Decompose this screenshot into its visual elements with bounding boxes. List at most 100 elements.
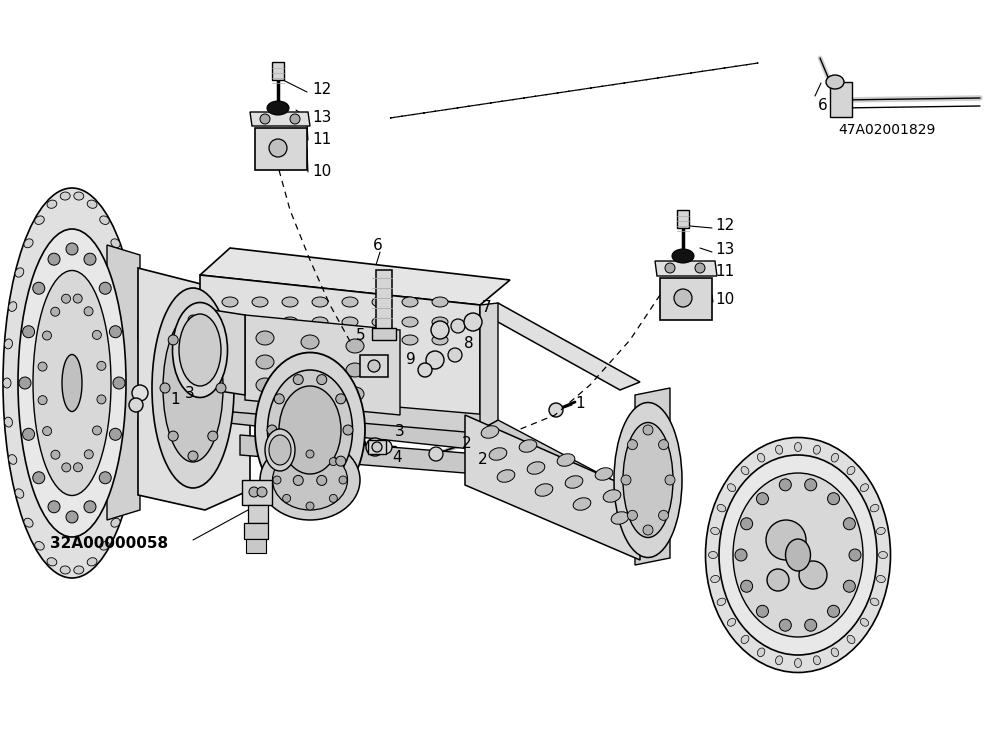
Ellipse shape — [8, 455, 17, 464]
Circle shape — [99, 471, 111, 484]
Ellipse shape — [87, 558, 97, 566]
Ellipse shape — [432, 297, 448, 307]
Ellipse shape — [879, 551, 888, 559]
Circle shape — [766, 520, 806, 560]
Text: 9: 9 — [406, 353, 416, 367]
Polygon shape — [200, 308, 245, 395]
Ellipse shape — [256, 331, 274, 345]
Ellipse shape — [757, 453, 765, 462]
Text: 4: 4 — [392, 449, 402, 465]
Text: 1: 1 — [170, 392, 180, 408]
Ellipse shape — [127, 455, 136, 464]
Ellipse shape — [3, 378, 11, 388]
Ellipse shape — [4, 339, 12, 349]
Polygon shape — [200, 390, 500, 435]
Polygon shape — [480, 303, 498, 430]
Circle shape — [188, 451, 198, 461]
Ellipse shape — [282, 335, 298, 345]
Circle shape — [451, 319, 465, 333]
Circle shape — [283, 494, 291, 502]
Circle shape — [92, 330, 101, 340]
Circle shape — [339, 476, 347, 484]
Polygon shape — [200, 400, 480, 450]
Bar — [248, 505, 268, 523]
Polygon shape — [240, 435, 490, 475]
Ellipse shape — [672, 249, 694, 263]
Ellipse shape — [267, 101, 289, 115]
Circle shape — [273, 476, 281, 484]
Ellipse shape — [47, 200, 57, 209]
Circle shape — [66, 511, 78, 523]
Ellipse shape — [603, 490, 621, 502]
Text: 7: 7 — [482, 301, 492, 315]
Text: 6: 6 — [373, 237, 383, 253]
Polygon shape — [635, 388, 670, 565]
Circle shape — [378, 440, 392, 454]
Ellipse shape — [24, 518, 33, 527]
Circle shape — [208, 335, 218, 345]
Ellipse shape — [557, 454, 575, 466]
Text: 6: 6 — [818, 99, 828, 113]
Circle shape — [216, 383, 226, 393]
Ellipse shape — [222, 297, 238, 307]
Ellipse shape — [876, 528, 885, 534]
Ellipse shape — [497, 470, 515, 482]
Ellipse shape — [255, 353, 365, 507]
Circle shape — [51, 450, 60, 459]
Circle shape — [741, 580, 753, 592]
Circle shape — [66, 243, 78, 255]
Ellipse shape — [527, 462, 545, 474]
Circle shape — [267, 425, 277, 435]
Circle shape — [293, 475, 303, 485]
Circle shape — [48, 501, 60, 513]
Ellipse shape — [18, 229, 126, 537]
Text: 13: 13 — [312, 111, 331, 125]
Circle shape — [549, 403, 563, 417]
Ellipse shape — [346, 363, 364, 377]
Circle shape — [366, 438, 384, 456]
Ellipse shape — [301, 335, 319, 349]
Circle shape — [317, 375, 327, 384]
Ellipse shape — [3, 188, 141, 578]
Ellipse shape — [269, 139, 287, 157]
Circle shape — [828, 493, 840, 504]
Ellipse shape — [282, 317, 298, 327]
Circle shape — [627, 510, 637, 520]
Circle shape — [97, 395, 106, 404]
Bar — [376, 270, 392, 338]
Ellipse shape — [252, 297, 268, 307]
Ellipse shape — [62, 354, 82, 411]
Ellipse shape — [24, 239, 33, 247]
Ellipse shape — [706, 438, 891, 673]
Text: 8: 8 — [464, 337, 474, 351]
Circle shape — [132, 385, 148, 401]
Circle shape — [306, 450, 314, 458]
Circle shape — [19, 377, 31, 389]
Circle shape — [735, 549, 747, 561]
Polygon shape — [200, 248, 510, 305]
Ellipse shape — [757, 648, 765, 657]
Ellipse shape — [100, 216, 109, 225]
Circle shape — [418, 363, 432, 377]
Circle shape — [843, 580, 855, 592]
Ellipse shape — [831, 453, 839, 462]
Circle shape — [799, 561, 827, 589]
Ellipse shape — [265, 429, 295, 471]
Ellipse shape — [776, 656, 783, 665]
Ellipse shape — [611, 512, 629, 524]
Circle shape — [73, 294, 82, 303]
Circle shape — [767, 569, 789, 591]
Circle shape — [426, 351, 444, 369]
Circle shape — [274, 456, 284, 466]
Ellipse shape — [163, 314, 223, 462]
Circle shape — [93, 426, 102, 435]
Ellipse shape — [87, 200, 97, 209]
Ellipse shape — [719, 455, 877, 655]
Circle shape — [317, 475, 327, 485]
Ellipse shape — [100, 542, 109, 550]
Polygon shape — [245, 315, 400, 415]
Circle shape — [168, 335, 178, 345]
Ellipse shape — [876, 575, 885, 583]
Circle shape — [113, 377, 125, 389]
Circle shape — [643, 525, 653, 535]
